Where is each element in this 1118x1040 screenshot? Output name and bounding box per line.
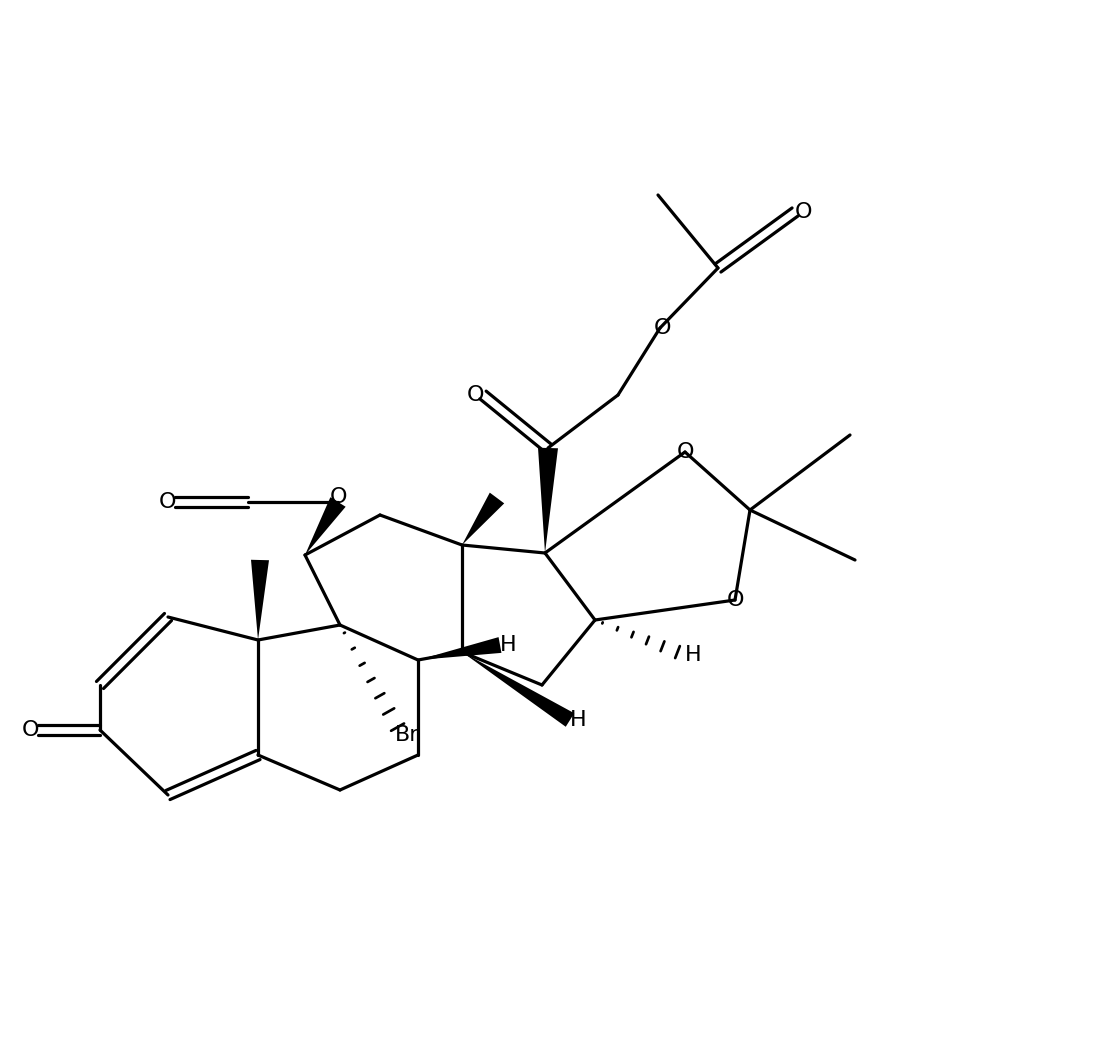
Text: O: O: [727, 590, 743, 610]
Text: O: O: [466, 385, 484, 405]
Text: O: O: [159, 492, 176, 512]
Polygon shape: [538, 447, 558, 553]
Polygon shape: [252, 560, 269, 640]
Text: H: H: [570, 710, 586, 730]
Text: O: O: [676, 442, 694, 462]
Text: Br: Br: [395, 725, 419, 745]
Text: O: O: [794, 202, 812, 222]
Text: H: H: [684, 645, 701, 665]
Polygon shape: [305, 497, 345, 555]
Polygon shape: [462, 493, 504, 545]
Text: O: O: [21, 720, 39, 740]
Polygon shape: [418, 638, 502, 660]
Text: H: H: [500, 635, 517, 655]
Text: O: O: [653, 318, 671, 338]
Text: O: O: [329, 487, 347, 508]
Polygon shape: [462, 652, 575, 727]
